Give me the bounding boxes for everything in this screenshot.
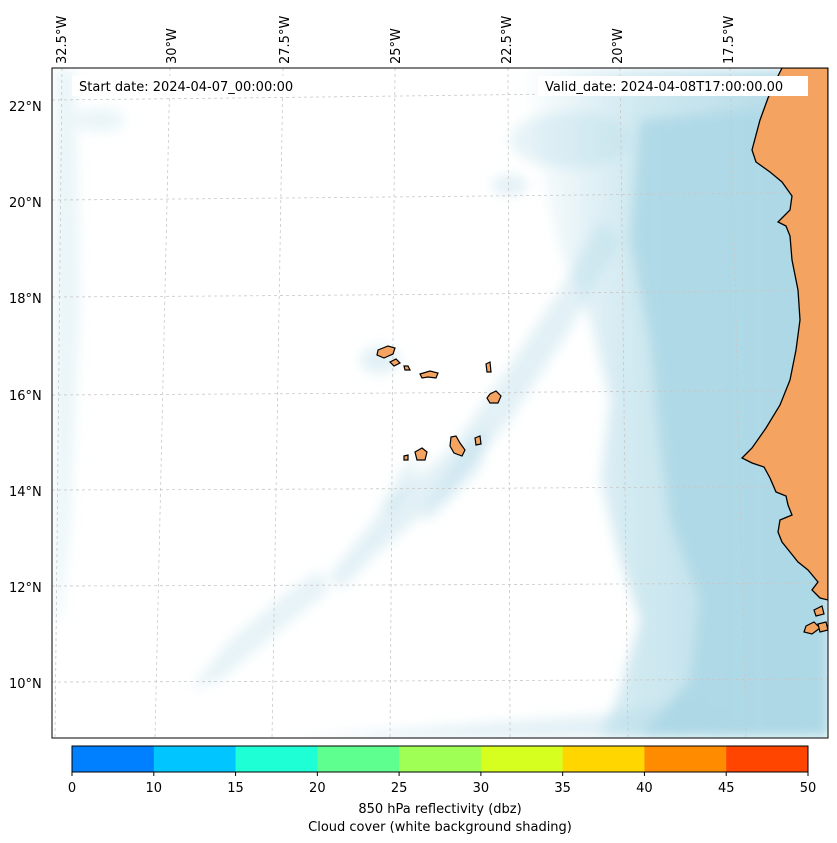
colorbar-swatch [235,746,318,772]
colorbar-swatch [153,746,237,772]
cloud-band-east-core [630,110,828,738]
colorbar-tick-label: 45 [718,781,735,796]
colorbar-tick-label: 20 [309,781,326,796]
cloud-patch-4 [75,108,125,132]
cloud-patch-2 [510,112,630,168]
lon-label: 27.5°W [278,16,293,64]
lon-label: 20°W [611,28,626,64]
island-sal [485,361,492,373]
island-maio [474,435,482,446]
lon-label: 22.5°W [500,16,515,64]
island-fogo [414,447,428,461]
cloud-streak-5 [55,70,80,620]
lat-label: 12°N [9,581,42,596]
island-bissagos-3 [817,621,828,633]
colorbar-tick-label: 50 [800,781,817,796]
cloud-band-south [290,700,760,738]
latitude-labels: 22°N 20°N 18°N 16°N 14°N 12°N 10°N [9,100,42,692]
africa-landmass [740,68,828,601]
colorbar-label-line1: 850 hPa reflectivity (dbz) [358,802,521,817]
lat-label: 10°N [9,677,42,692]
map-frame [51,67,829,739]
island-santiago [449,435,466,457]
gridlines [52,68,828,738]
colorbar-tick-label: 0 [68,781,76,796]
start-date-text: Start date: 2024-04-07_00:00:00 [79,80,293,95]
colorbar-swatch [644,746,727,772]
cloud-streak-2 [190,570,330,690]
island-bissagos-1 [813,605,825,617]
cloud-streak-4 [380,455,420,510]
cape-verde-islands [376,345,502,461]
colorbar-swatch [72,746,155,772]
colorbar-tick-label: 15 [227,781,244,796]
colorbar-tick-label: 10 [146,781,163,796]
colorbar-swatch [726,746,809,772]
lat-label: 22°N [9,100,42,115]
cloud-patch-3 [492,175,528,195]
colorbar-label-line2: Cloud cover (white background shading) [308,820,572,835]
lon-label: 25°W [389,28,404,64]
lon-label: 17.5°W [722,16,737,64]
colorbar-swatch [317,746,400,772]
island-santa-luzia [403,365,411,371]
colorbar-tick-label: 25 [391,781,408,796]
valid-date-text: Valid_date: 2024-04-08T17:00:00.00 [545,80,783,95]
start-date-box: Start date: 2024-04-07_00:00:00 [72,76,316,96]
island-santo-antao [376,345,396,359]
lon-label: 30°W [165,28,180,64]
cloud-cover-shading [55,70,828,738]
cloud-streak-3 [420,430,490,520]
island-boa-vista [486,390,502,404]
colorbar-frame [71,745,809,773]
colorbar-tick-label: 40 [636,781,653,796]
valid-date-box: Valid_date: 2024-04-08T17:00:00.00 [538,76,808,96]
colorbar-tick-label: 35 [554,781,571,796]
colorbar-tick-label: 30 [473,781,490,796]
island-sao-vicente [388,358,402,367]
island-sao-nicolau [419,370,439,379]
lat-label: 20°N [9,196,42,211]
colorbar: 0 10 15 20 25 30 35 40 45 50 850 hPa reflectivity… [68,745,816,835]
longitude-labels: 32.5°W 30°W 27.5°W 25°W 22.5°W 20°W 17.5… [55,16,737,64]
colorbar-swatch [562,746,645,772]
lat-label: 14°N [9,485,42,500]
lat-label: 16°N [9,389,42,404]
island-bissagos-2 [803,621,821,635]
island-brava [403,454,409,461]
colorbar-swatch [480,746,564,772]
map-panel [52,68,828,738]
lon-label: 32.5°W [55,16,70,64]
lat-label: 18°N [9,292,42,307]
colorbar-swatches [72,746,809,772]
colorbar-ticks: 0 10 15 20 25 30 35 40 45 50 [68,772,816,796]
colorbar-swatch [399,746,482,772]
